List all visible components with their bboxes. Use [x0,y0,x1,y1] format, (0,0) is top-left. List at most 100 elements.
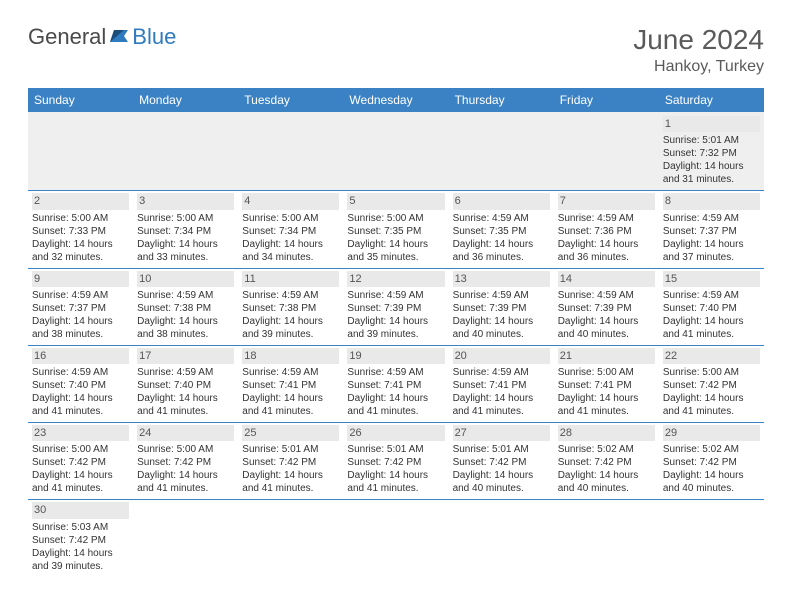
day-details: Sunrise: 5:01 AMSunset: 7:42 PMDaylight:… [242,443,339,495]
day-number: 1 [663,116,760,132]
daylight-line: Daylight: 14 hours and 40 minutes. [663,469,760,495]
day-details: Sunrise: 4:59 AMSunset: 7:37 PMDaylight:… [663,212,760,264]
calendar-day-cell: 20Sunrise: 4:59 AMSunset: 7:41 PMDayligh… [449,345,554,422]
calendar-day-cell [133,500,238,577]
calendar-day-cell: 12Sunrise: 4:59 AMSunset: 7:39 PMDayligh… [343,268,448,345]
sunrise-line: Sunrise: 4:59 AM [453,366,550,379]
weekday-header: Thursday [449,88,554,112]
calendar-day-cell: 28Sunrise: 5:02 AMSunset: 7:42 PMDayligh… [554,423,659,500]
daylight-line: Daylight: 14 hours and 39 minutes. [347,315,444,341]
calendar-week-row: 16Sunrise: 4:59 AMSunset: 7:40 PMDayligh… [28,345,764,422]
daylight-line: Daylight: 14 hours and 41 minutes. [347,392,444,418]
day-number: 12 [347,271,444,287]
weekday-header: Monday [133,88,238,112]
sunset-line: Sunset: 7:41 PM [453,379,550,392]
sunset-line: Sunset: 7:42 PM [663,379,760,392]
weekday-header-row: Sunday Monday Tuesday Wednesday Thursday… [28,88,764,112]
calendar-day-cell: 1Sunrise: 5:01 AMSunset: 7:32 PMDaylight… [659,112,764,191]
calendar-day-cell: 30Sunrise: 5:03 AMSunset: 7:42 PMDayligh… [28,500,133,577]
daylight-line: Daylight: 14 hours and 32 minutes. [32,238,129,264]
daylight-line: Daylight: 14 hours and 38 minutes. [137,315,234,341]
calendar-day-cell: 24 Sunrise: 5:00 AMSunset: 7:42 PMDayligh… [133,423,238,500]
day-details: Sunrise: 5:00 AMSunset: 7:41 PMDaylight:… [558,366,655,418]
day-number: 14 [558,271,655,287]
sunrise-line: Sunrise: 4:59 AM [558,289,655,302]
calendar-day-cell: 21Sunrise: 5:00 AMSunset: 7:41 PMDayligh… [554,345,659,422]
sunset-line: Sunset: 7:35 PM [453,225,550,238]
daylight-line: Daylight: 14 hours and 41 minutes. [32,392,129,418]
calendar-day-cell [28,112,133,191]
calendar-day-cell: 3Sunrise: 5:00 AMSunset: 7:34 PMDaylight… [133,191,238,268]
sunset-line: Sunset: 7:40 PM [663,302,760,315]
daylight-line: Daylight: 14 hours and 41 minutes. [558,392,655,418]
sunset-line: Sunset: 7:37 PM [32,302,129,315]
daylight-line: Daylight: 14 hours and 39 minutes. [242,315,339,341]
calendar-week-row: 30Sunrise: 5:03 AMSunset: 7:42 PMDayligh… [28,500,764,577]
day-details: Sunrise: 5:00 AMSunset: 7:42 PMDaylight:… [137,443,234,495]
day-details: Sunrise: 5:02 AMSunset: 7:42 PMDaylight:… [558,443,655,495]
daylight-line: Daylight: 14 hours and 33 minutes. [137,238,234,264]
sunset-line: Sunset: 7:34 PM [242,225,339,238]
sunrise-line: Sunrise: 5:00 AM [663,366,760,379]
sunrise-line: Sunrise: 4:59 AM [242,289,339,302]
day-number: 6 [453,193,550,209]
day-details: Sunrise: 4:59 AMSunset: 7:41 PMDaylight:… [453,366,550,418]
day-details: Sunrise: 4:59 AMSunset: 7:40 PMDaylight:… [32,366,129,418]
sunrise-line: Sunrise: 4:59 AM [347,366,444,379]
sunrise-line: Sunrise: 5:00 AM [137,443,234,456]
sunrise-line: Sunrise: 5:00 AM [32,443,129,456]
calendar-week-row: 2Sunrise: 5:00 AMSunset: 7:33 PMDaylight… [28,191,764,268]
day-details: Sunrise: 4:59 AMSunset: 7:39 PMDaylight:… [453,289,550,341]
day-number: 18 [242,348,339,364]
sunrise-line: Sunrise: 4:59 AM [558,212,655,225]
sunrise-line: Sunrise: 4:59 AM [453,212,550,225]
sunset-line: Sunset: 7:42 PM [558,456,655,469]
sunset-line: Sunset: 7:33 PM [32,225,129,238]
day-details: Sunrise: 5:00 AMSunset: 7:33 PMDaylight:… [32,212,129,264]
day-details: Sunrise: 5:00 AMSunset: 7:42 PMDaylight:… [663,366,760,418]
day-number: 8 [663,193,760,209]
daylight-line: Daylight: 14 hours and 41 minutes. [137,392,234,418]
day-number: 23 [32,425,129,441]
day-number: 25 [242,425,339,441]
sunset-line: Sunset: 7:41 PM [242,379,339,392]
daylight-line: Daylight: 14 hours and 34 minutes. [242,238,339,264]
sunset-line: Sunset: 7:40 PM [137,379,234,392]
calendar-day-cell: 25 Sunrise: 5:01 AMSunset: 7:42 PMDayligh… [238,423,343,500]
sunrise-line: Sunrise: 4:59 AM [347,289,444,302]
calendar-day-cell: 22Sunrise: 5:00 AMSunset: 7:42 PMDayligh… [659,345,764,422]
calendar-day-cell [343,112,448,191]
day-details: Sunrise: 4:59 AMSunset: 7:37 PMDaylight:… [32,289,129,341]
sunrise-line: Sunrise: 4:59 AM [32,366,129,379]
daylight-line: Daylight: 14 hours and 36 minutes. [558,238,655,264]
logo-text-1: General [28,24,106,50]
weekday-header: Sunday [28,88,133,112]
daylight-line: Daylight: 14 hours and 40 minutes. [453,315,550,341]
daylight-line: Daylight: 14 hours and 41 minutes. [137,469,234,495]
day-number: 27 [453,425,550,441]
day-details: Sunrise: 4:59 AMSunset: 7:38 PMDaylight:… [137,289,234,341]
calendar-day-cell: 8 Sunrise: 4:59 AMSunset: 7:37 PMDaylight… [659,191,764,268]
sunset-line: Sunset: 7:32 PM [663,147,760,160]
calendar-day-cell: 4 Sunrise: 5:00 AMSunset: 7:34 PMDaylight… [238,191,343,268]
sunrise-line: Sunrise: 5:01 AM [663,134,760,147]
calendar-week-row: 9Sunrise: 4:59 AMSunset: 7:37 PMDaylight… [28,268,764,345]
sunrise-line: Sunrise: 4:59 AM [242,366,339,379]
sunrise-line: Sunrise: 4:59 AM [32,289,129,302]
calendar-day-cell: 10Sunrise: 4:59 AMSunset: 7:38 PMDayligh… [133,268,238,345]
sunrise-line: Sunrise: 5:01 AM [347,443,444,456]
daylight-line: Daylight: 14 hours and 40 minutes. [453,469,550,495]
sunrise-line: Sunrise: 4:59 AM [453,289,550,302]
day-number: 5 [347,193,444,209]
daylight-line: Daylight: 14 hours and 41 minutes. [32,469,129,495]
day-number: 24 [137,425,234,441]
daylight-line: Daylight: 14 hours and 41 minutes. [242,469,339,495]
day-number: 4 [242,193,339,209]
day-details: Sunrise: 5:00 AMSunset: 7:34 PMDaylight:… [242,212,339,264]
day-details: Sunrise: 4:59 AMSunset: 7:40 PMDaylight:… [663,289,760,341]
sunset-line: Sunset: 7:42 PM [32,456,129,469]
sunset-line: Sunset: 7:42 PM [242,456,339,469]
calendar-day-cell: 9Sunrise: 4:59 AMSunset: 7:37 PMDaylight… [28,268,133,345]
sunset-line: Sunset: 7:35 PM [347,225,444,238]
sunrise-line: Sunrise: 5:01 AM [453,443,550,456]
